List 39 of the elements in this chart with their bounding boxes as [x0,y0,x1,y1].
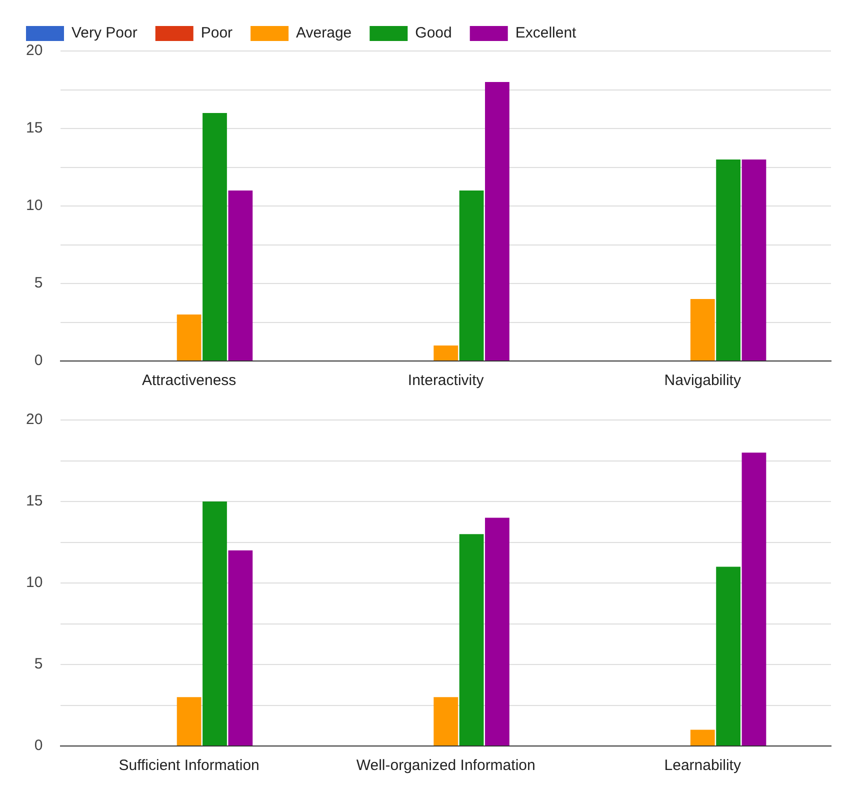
bar [434,346,458,360]
bar [228,550,253,746]
bar [716,160,740,360]
y-tick-label: 0 [34,352,43,370]
bar [485,82,510,360]
x-tick-label: Navigability [664,372,742,390]
bar [690,299,715,360]
y-tick-label: 10 [26,197,43,214]
x-tick-label: Sufficient Information [118,757,260,774]
bar [485,518,510,746]
y-tick-label: 0 [34,737,43,754]
legend-label: Very Poor [72,24,138,42]
x-tick-label: Learnability [664,757,742,774]
x-tick-label: Well-organized Information [356,757,536,774]
x-tick-label: Interactivity [408,372,484,390]
bar [459,190,484,360]
bar [716,566,740,746]
y-tick-label: 10 [26,574,43,592]
legend-label: Excellent [515,24,578,42]
bar [742,160,766,360]
bar [459,534,484,746]
bar [434,697,458,746]
bar [202,113,227,360]
y-tick-label: 5 [34,656,43,673]
bar [176,697,202,746]
y-tick-label: 20 [26,411,43,428]
y-tick-label: 5 [34,274,43,292]
legend-label: Good [415,24,452,42]
x-tick-label: Attractiveness [142,372,236,390]
legend-label: Poor [200,24,233,42]
bar [742,452,766,746]
bar [202,502,227,746]
bar [690,730,715,746]
y-tick-label: 15 [26,120,43,137]
bar [176,314,202,360]
y-tick-label: 15 [26,492,43,510]
bar [228,190,253,360]
y-tick-label: 20 [26,42,43,60]
legend-label: Average [296,24,352,42]
